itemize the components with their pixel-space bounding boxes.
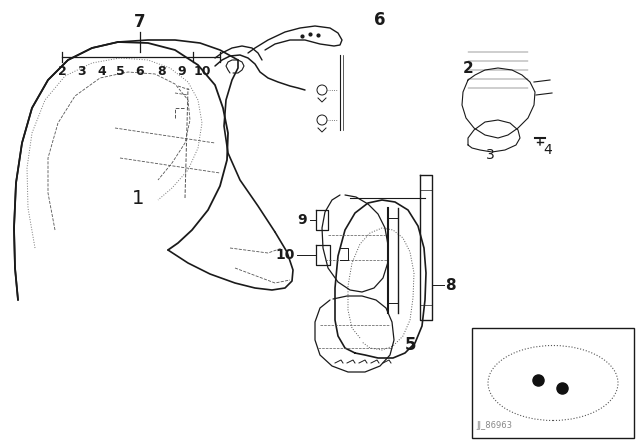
Text: 1: 1 [132, 189, 144, 207]
Text: 10: 10 [276, 248, 295, 262]
Text: JJ_86963: JJ_86963 [476, 421, 512, 430]
Text: 4: 4 [543, 143, 552, 157]
Text: 2: 2 [463, 60, 474, 76]
Bar [472, 328, 634, 438]
Text: 5: 5 [404, 336, 416, 354]
Text: 8: 8 [445, 277, 456, 293]
Text: 5: 5 [116, 65, 124, 78]
Text: 10: 10 [193, 65, 211, 78]
Text: 6: 6 [374, 11, 386, 29]
Text: 3: 3 [77, 65, 86, 78]
Text: 4: 4 [98, 65, 106, 78]
Text: 8: 8 [157, 65, 166, 78]
Text: 9: 9 [178, 65, 186, 78]
Text: 3: 3 [486, 148, 494, 162]
Text: 9: 9 [297, 213, 307, 227]
Text: 7: 7 [134, 13, 146, 31]
Text: 2: 2 [58, 65, 67, 78]
Text: 6: 6 [136, 65, 144, 78]
